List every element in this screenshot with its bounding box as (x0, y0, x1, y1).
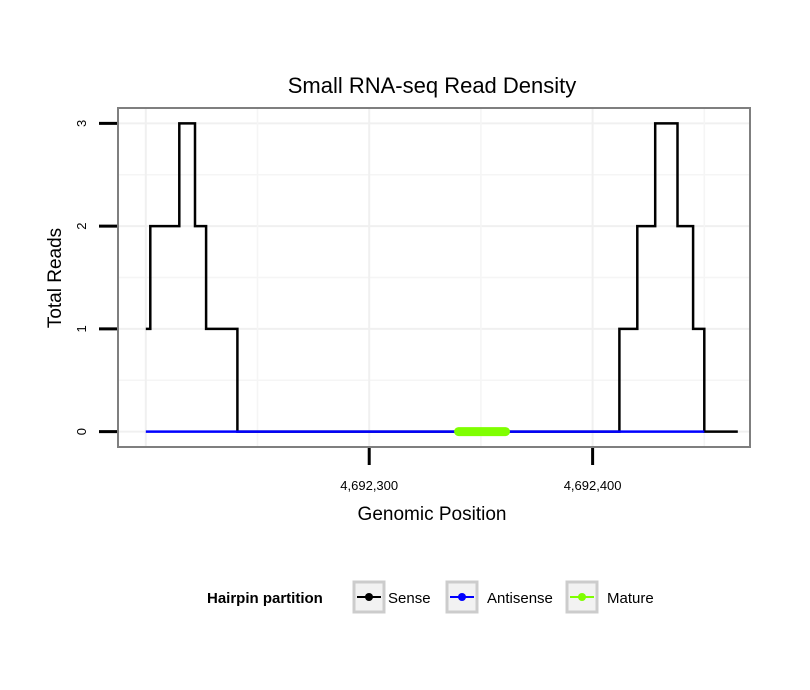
legend-item-mature: Mature (565, 580, 654, 614)
y-tick-label: 0 (74, 428, 89, 435)
y-tick-label: 3 (74, 120, 89, 127)
y-tick-label: 2 (74, 223, 89, 230)
plot-panel-border (117, 107, 751, 448)
x-tick-label: 4,692,400 (564, 478, 622, 493)
legend-key-point (365, 593, 373, 601)
legend-item-antisense: Antisense (445, 580, 553, 614)
legend-label: Sense (388, 590, 431, 607)
chart-title: Small RNA-seq Read Density (288, 73, 577, 98)
series-layer (145, 122, 738, 437)
legend-label: Antisense (487, 590, 553, 607)
x-axis-title: Genomic Position (358, 504, 507, 525)
x-tick-label: 4,692,300 (340, 478, 398, 493)
legend-item-sense: Sense (352, 580, 431, 614)
y-tick-label: 1 (74, 325, 89, 332)
legend-title: Hairpin partition (207, 590, 323, 607)
y-axis-title: Total Reads (45, 228, 66, 328)
legend-label: Mature (607, 590, 654, 607)
legend-key-point (578, 593, 586, 601)
axes: 0 1 2 3 4,692,300 4,692,400 (74, 120, 622, 493)
legend: Hairpin partition Sense Antisense Mature (207, 580, 654, 614)
legend-key-point (458, 593, 466, 601)
